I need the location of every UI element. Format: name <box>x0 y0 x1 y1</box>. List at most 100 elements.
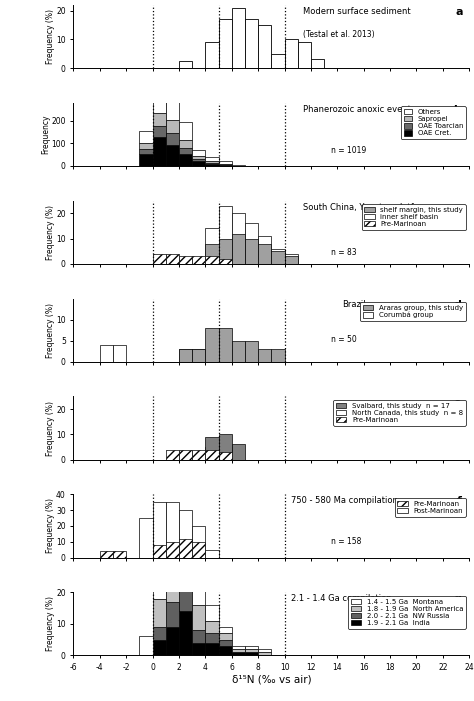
Bar <box>219 328 232 362</box>
Bar <box>298 42 311 68</box>
Bar <box>179 140 192 148</box>
Bar <box>153 94 166 113</box>
Bar <box>179 611 192 655</box>
Bar <box>232 213 245 264</box>
Bar <box>153 254 166 264</box>
Bar <box>179 538 192 557</box>
Bar <box>205 620 219 633</box>
Bar <box>192 156 205 159</box>
Bar <box>219 639 232 646</box>
Bar <box>166 144 179 166</box>
Bar <box>232 444 245 460</box>
Text: c: c <box>455 203 461 212</box>
Bar <box>139 518 153 557</box>
Bar <box>100 345 113 362</box>
Bar <box>205 229 219 264</box>
Bar <box>232 649 245 652</box>
Bar <box>245 341 258 362</box>
Bar <box>219 259 232 264</box>
Bar <box>205 163 219 164</box>
Bar <box>232 233 245 264</box>
Bar <box>232 646 245 649</box>
Bar <box>192 349 205 362</box>
Bar <box>139 154 153 166</box>
Bar <box>205 447 219 460</box>
Bar <box>192 159 205 161</box>
Bar <box>153 627 166 639</box>
Bar <box>258 649 271 652</box>
Text: n = 50: n = 50 <box>331 335 356 344</box>
Bar <box>166 254 179 264</box>
Text: Phanerozoic anoxic events: Phanerozoic anoxic events <box>303 104 415 114</box>
Bar <box>192 542 205 557</box>
Bar <box>219 206 232 264</box>
Bar <box>284 257 298 264</box>
Bar <box>179 257 192 264</box>
Bar <box>232 8 245 68</box>
Bar <box>153 137 166 166</box>
Bar <box>139 144 153 149</box>
Bar <box>179 349 192 362</box>
Legend: Pre-Marinoan, Post-Marinoan: Pre-Marinoan, Post-Marinoan <box>395 498 466 517</box>
Y-axis label: Frequency (%): Frequency (%) <box>46 597 55 651</box>
Bar <box>192 161 205 166</box>
Bar <box>245 652 258 655</box>
Bar <box>166 576 179 601</box>
Bar <box>179 349 192 362</box>
Bar <box>219 161 232 164</box>
Text: n = 1019: n = 1019 <box>331 146 366 155</box>
Bar <box>166 96 179 120</box>
Bar <box>205 42 219 68</box>
Text: e: e <box>454 398 461 409</box>
Text: 750 - 580 Ma compilation: 750 - 580 Ma compilation <box>291 496 398 505</box>
Text: Brazil: Brazil <box>343 301 366 309</box>
Bar <box>232 652 245 655</box>
Bar <box>100 551 113 557</box>
Bar <box>219 646 232 655</box>
Legend: Others, Sapropel, OAE Toarcian, OAE Cret.: Others, Sapropel, OAE Toarcian, OAE Cret… <box>401 107 466 139</box>
Bar <box>245 649 258 652</box>
Bar <box>166 542 179 557</box>
Text: f: f <box>456 496 461 506</box>
Bar <box>192 643 205 655</box>
Bar <box>166 627 179 655</box>
Bar <box>205 605 219 620</box>
Bar <box>219 452 232 460</box>
Text: South China, Yangtze platform: South China, Yangtze platform <box>303 203 430 212</box>
Legend: 1.4 - 1.5 Ga  Montana, 1.8 - 1.9 Ga  North America, 2.0 - 2.1 Ga  NW Russia, 1.9: 1.4 - 1.5 Ga Montana, 1.8 - 1.9 Ga North… <box>348 596 466 629</box>
Bar <box>219 435 232 460</box>
Text: n = 83: n = 83 <box>331 248 356 257</box>
Bar <box>166 503 179 557</box>
Bar <box>271 349 284 362</box>
Bar <box>219 447 232 460</box>
Bar <box>192 526 205 557</box>
Bar <box>219 165 232 166</box>
Bar <box>245 224 258 264</box>
Bar <box>179 449 192 460</box>
Bar <box>284 39 298 68</box>
Bar <box>205 449 219 460</box>
X-axis label: δ¹⁵N (‰ vs air): δ¹⁵N (‰ vs air) <box>232 675 311 685</box>
Legend: Araras group, this study, Corumbá group: Araras group, this study, Corumbá group <box>360 302 466 321</box>
Bar <box>179 122 192 140</box>
Bar <box>271 54 284 68</box>
Bar <box>166 532 179 576</box>
Bar <box>153 113 166 126</box>
Y-axis label: Frequency (%): Frequency (%) <box>46 9 55 64</box>
Bar <box>166 120 179 133</box>
Text: d: d <box>454 301 461 311</box>
Bar <box>271 251 284 264</box>
Bar <box>153 503 166 557</box>
Bar <box>192 150 205 156</box>
Bar <box>258 25 271 68</box>
Bar <box>205 633 219 643</box>
Bar <box>192 576 205 605</box>
Y-axis label: Frequency (%): Frequency (%) <box>46 205 55 260</box>
Bar <box>179 570 192 611</box>
Bar <box>153 536 166 599</box>
Text: (Testal et al. 2013): (Testal et al. 2013) <box>303 30 374 39</box>
Y-axis label: Frequency: Frequency <box>41 115 50 154</box>
Bar <box>192 349 205 362</box>
Bar <box>153 639 166 655</box>
Text: Modern surface sediment: Modern surface sediment <box>303 7 410 16</box>
